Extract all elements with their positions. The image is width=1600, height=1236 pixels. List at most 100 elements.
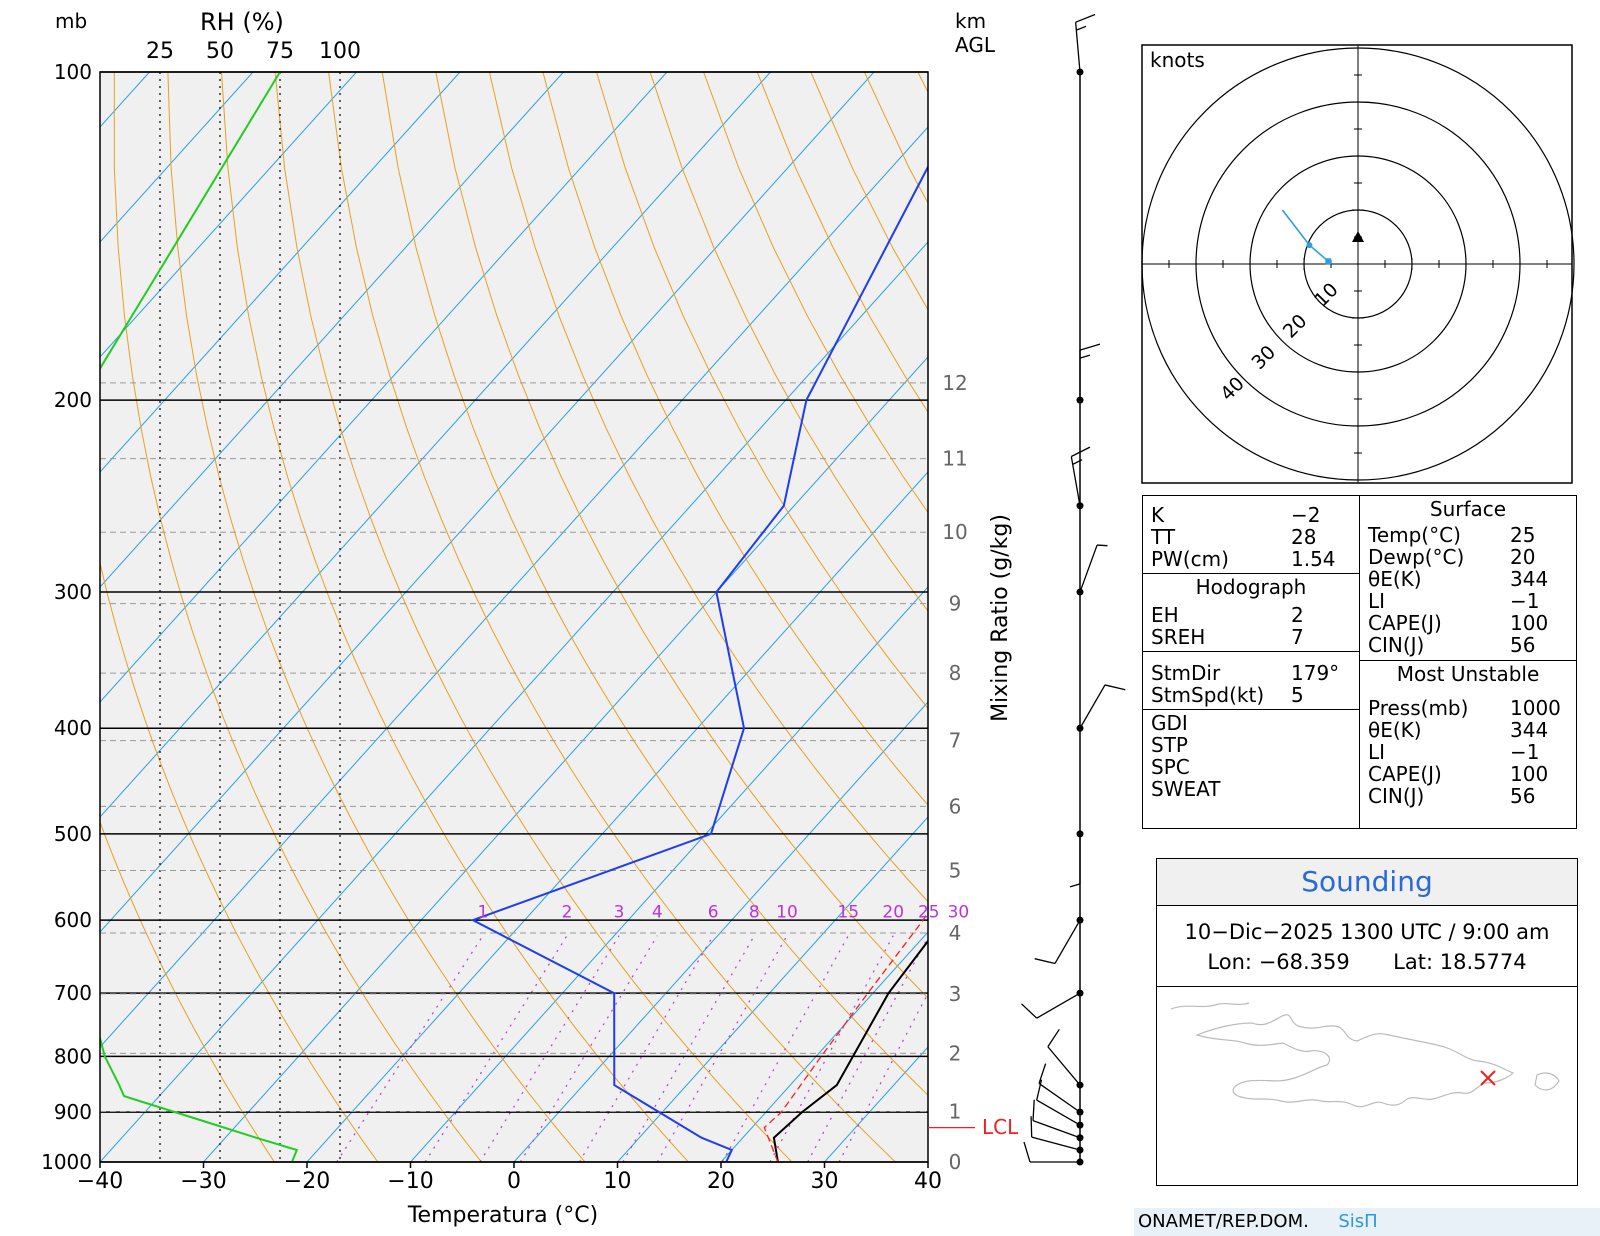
hodograph-ring: [1195, 101, 1521, 427]
dry-adiabat-line: [221, 72, 689, 1162]
surface-section-title: Surface: [1429, 497, 1507, 521]
wind-barb-shaft: [1074, 22, 1081, 73]
dry-adiabat-line: [113, 72, 482, 1162]
puerto-rico-outline: [1534, 1072, 1560, 1091]
sfc-li-value: −1: [1510, 589, 1540, 613]
dry-adiabat-line: [435, 72, 928, 999]
wind-barb-flag: [1036, 1079, 1043, 1101]
stp-label: STP: [1151, 733, 1188, 757]
dry-adiabat-line: [100, 561, 379, 1162]
wind-barb-half-flag: [1069, 883, 1081, 888]
isotherm-line: [203, 356, 928, 1162]
sfc-dewp-label: Dewp(°C): [1368, 545, 1465, 569]
stmdir-row: StmDir 179°: [1143, 662, 1359, 684]
sounding-title: Sounding: [1157, 859, 1577, 906]
sfc-temp-row: Temp(°C) 25: [1360, 524, 1576, 546]
mu-cape-row: CAPE(J) 100: [1360, 763, 1576, 785]
sfc-dewp-value: 20: [1510, 545, 1536, 569]
height-tick-label: 7: [949, 729, 962, 753]
hodograph-ring-label: 10: [1310, 279, 1343, 312]
tt-label: TT: [1151, 525, 1176, 549]
sfc-temp-value: 25: [1510, 523, 1536, 547]
pw-row: PW(cm) 1.54: [1143, 548, 1359, 570]
mu-cin-label: CIN(J): [1368, 784, 1425, 808]
stmspd-value: 5: [1291, 683, 1304, 707]
mixing-ratio-line: [769, 935, 894, 1162]
mixing-ratio-tick-label: 15: [837, 903, 859, 923]
height-tick-label: 10: [942, 520, 967, 544]
lon-label: Lon:: [1207, 950, 1252, 974]
dry-adiabat-line: [542, 72, 928, 806]
location-marker: [1480, 1070, 1496, 1086]
mu-li-row: LI −1: [1360, 741, 1576, 763]
pressure-unit-label: mb: [55, 9, 87, 33]
location-map: [1170, 1002, 1560, 1108]
dry-adiabat-line: [167, 72, 586, 1162]
hodograph-ring-label: 40: [1216, 373, 1249, 406]
isotherm-line: [100, 72, 564, 588]
mu-thetae-value: 344: [1510, 718, 1549, 742]
wind-barb-flag: [1038, 1063, 1047, 1084]
isotherm-line: [720, 931, 928, 1162]
dry-adiabat-line: [100, 820, 275, 1162]
height-tick-label: 0: [949, 1150, 962, 1174]
mixing-ratio-tick-label: 1: [477, 903, 488, 923]
mixing-ratio-tick-label: 25: [918, 903, 940, 923]
mixing-ratio-line: [807, 935, 928, 1162]
height-tick-label: 6: [949, 794, 962, 818]
wind-barb-shaft: [1079, 684, 1106, 729]
spc-row: SPC: [1143, 756, 1359, 778]
stmdir-label: StmDir: [1151, 661, 1221, 685]
mu-li-label: LI: [1368, 740, 1386, 764]
mixing-ratio-tick-label: 20: [882, 903, 904, 923]
km-label: km: [955, 9, 986, 33]
sounding-box: Sounding 10−Dic−2025 1300 UTC / 9:00 am …: [1156, 858, 1578, 1186]
mu-cape-value: 100: [1510, 762, 1549, 786]
footer: ONAMET/REP.DOM. SisΠ: [1134, 1208, 1600, 1236]
pressure-tick-label: 1000: [41, 1150, 92, 1174]
x-axis-tick-label: 0: [507, 1169, 521, 1194]
rh-tick-label: 25: [146, 39, 174, 64]
gdi-row: GDI: [1143, 712, 1359, 734]
parcel-table: Surface Temp(°C) 25 Dewp(°C) 20 θE(K) 344 L…: [1359, 495, 1577, 829]
isotherm-line: [100, 72, 771, 818]
height-tick-label: 3: [949, 982, 962, 1006]
isotherm-line: [100, 126, 928, 1048]
mu-cin-value: 56: [1510, 784, 1536, 808]
pressure-tick-label: 300: [54, 580, 92, 604]
isotherm-line: [513, 701, 928, 1162]
height-tick-label: 2: [949, 1041, 962, 1065]
sfc-cin-value: 56: [1510, 633, 1536, 657]
lon-value: −68.359: [1258, 950, 1350, 974]
sounding-datetime: 10−Dic−2025 1300 UTC / 9:00 am: [1184, 920, 1550, 944]
rh-tick-label: 50: [206, 39, 234, 64]
stmspd-label: StmSpd(kt): [1151, 683, 1265, 707]
x-axis-tick-label: 20: [707, 1169, 735, 1194]
lcl-label: LCL: [982, 1115, 1019, 1139]
dry-adiabat-line: [328, 72, 896, 1162]
wind-barb-flag: [1047, 1028, 1060, 1048]
eh-label: EH: [1151, 603, 1179, 627]
mixing-ratio-line: [656, 935, 788, 1162]
wind-barb-flag: [1023, 1141, 1031, 1163]
spc-label: SPC: [1151, 755, 1190, 779]
dry-adiabat-line: [649, 72, 928, 612]
hodograph-frame: [1141, 44, 1573, 484]
sfc-li-row: LI −1: [1360, 590, 1576, 612]
most-unstable-section-title: Most Unstable: [1396, 662, 1540, 686]
wind-barb-flag: [1034, 958, 1056, 965]
sreh-label: SREH: [1151, 625, 1206, 649]
dry-adiabat-line: [703, 72, 928, 514]
pressure-tick-label: 200: [54, 388, 92, 412]
wind-barb-shaft: [1047, 1046, 1081, 1086]
sfc-cin-row: CIN(J) 56: [1360, 634, 1576, 656]
mu-press-row: Press(mb) 1000: [1360, 697, 1576, 719]
height-tick-label: 5: [949, 858, 962, 882]
sfc-cape-label: CAPE(J): [1368, 611, 1442, 635]
pressure-tick-label: 900: [54, 1100, 92, 1124]
height-tick-label: 1: [949, 1099, 962, 1123]
hodograph-ring-label: 20: [1279, 310, 1312, 343]
wind-barb-flag: [1032, 1099, 1035, 1121]
hodograph-point-marker: [1306, 242, 1313, 249]
k-label: K: [1151, 503, 1165, 527]
